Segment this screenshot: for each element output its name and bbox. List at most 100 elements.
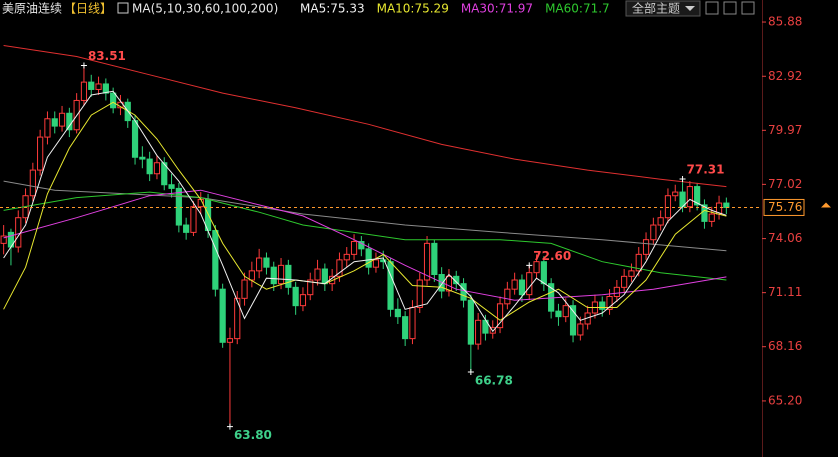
candle-body [350, 241, 358, 255]
candle-body [299, 294, 307, 307]
candle-body [431, 242, 438, 276]
y-tick-label: 74.06 [768, 231, 802, 245]
candle-body [219, 288, 226, 343]
theme-button[interactable] [625, 0, 701, 17]
candle-body [372, 259, 380, 268]
last-price-label: 75.76 [768, 200, 802, 214]
extreme-label: 63.80 [234, 428, 272, 442]
ma-line [3, 90, 727, 333]
candle-body [88, 81, 95, 90]
candle-body [423, 242, 431, 281]
candle-body [657, 217, 664, 226]
candle-body [694, 186, 701, 206]
candle-body [635, 253, 642, 272]
candle-body [292, 286, 299, 307]
candle-body [256, 257, 263, 272]
extreme-marker [226, 423, 233, 430]
ma-line [3, 45, 727, 188]
candle-body [533, 261, 540, 274]
candle-body [475, 319, 482, 345]
candle-body [190, 206, 197, 233]
extreme-label: 66.78 [475, 373, 513, 387]
legend-entry: MA60:71.7 [545, 2, 610, 16]
candle-body [416, 279, 423, 308]
candle-body [285, 264, 292, 288]
candle-body [270, 266, 277, 285]
extreme-marker [526, 262, 533, 269]
candle-body [686, 186, 693, 208]
candle-body [613, 286, 620, 297]
candle-body [555, 310, 562, 318]
candle-body [650, 224, 657, 241]
candle-body [562, 305, 569, 318]
candle-body [277, 264, 285, 285]
y-tick-label: 79.97 [768, 123, 802, 137]
candle-body [518, 279, 526, 296]
extreme-marker [80, 62, 87, 69]
candle-body [708, 213, 715, 222]
candle-body [153, 162, 161, 175]
candle-body [387, 261, 394, 310]
candle-body [380, 259, 387, 263]
icon-button[interactable] [705, 1, 719, 15]
candle-body [467, 299, 474, 345]
chart-title: 美原油连续 [2, 1, 62, 16]
y-tick-label: 71.11 [768, 285, 802, 299]
extreme-label: 77.31 [687, 163, 725, 177]
extreme-marker [467, 368, 474, 375]
candle-body [723, 202, 730, 208]
candle-body [628, 270, 635, 277]
candle-body [37, 136, 44, 171]
candle-body [540, 261, 547, 285]
candle-body [248, 270, 255, 281]
candle-body [146, 158, 153, 175]
candle-body [460, 283, 467, 301]
ma-line [3, 180, 727, 252]
candle-body [226, 338, 234, 343]
icon-button[interactable] [741, 1, 755, 15]
extreme-marker [679, 176, 686, 183]
indicator-icon[interactable] [117, 2, 129, 14]
indicator: MA(5,10,30,60,100,200) [132, 2, 278, 16]
dropdown-arrow [685, 6, 695, 11]
candle-body [168, 184, 175, 189]
candle-body [139, 156, 146, 160]
candle-body [212, 230, 219, 290]
candle-body [496, 303, 504, 329]
candle-body [511, 279, 518, 290]
y-tick-label: 85.88 [768, 15, 802, 29]
y-tick-label: 82.92 [768, 69, 802, 83]
candle-body [29, 169, 36, 197]
candle-body [80, 81, 88, 101]
candle-body [241, 279, 248, 299]
extreme-label: 72.60 [533, 249, 571, 263]
extreme-label: 83.51 [88, 49, 126, 63]
icon-button[interactable] [723, 1, 737, 15]
candle-body [672, 191, 679, 197]
legend-entry: MA5:75.33 [300, 2, 365, 16]
candle-body [314, 268, 321, 281]
legend-entry: MA10:75.29 [377, 2, 449, 16]
candle-body [66, 112, 73, 131]
candle-body [58, 112, 66, 127]
ma-line [3, 189, 727, 301]
candle-body [569, 305, 577, 336]
candle-body [234, 297, 241, 340]
candle-body [343, 253, 350, 261]
candle-body [664, 195, 672, 219]
candle-body [321, 268, 328, 285]
last-price-tag [763, 198, 805, 216]
candle-body [307, 279, 314, 296]
y-tick-label: 65.20 [768, 393, 802, 407]
candle-body [102, 83, 109, 94]
candle-body [131, 120, 139, 158]
candle-body [44, 118, 51, 138]
candle-body [409, 306, 416, 340]
candle-body [402, 316, 409, 340]
y-tick-label: 77.02 [768, 177, 802, 191]
candle-body [453, 275, 460, 285]
candle-body [526, 272, 533, 296]
